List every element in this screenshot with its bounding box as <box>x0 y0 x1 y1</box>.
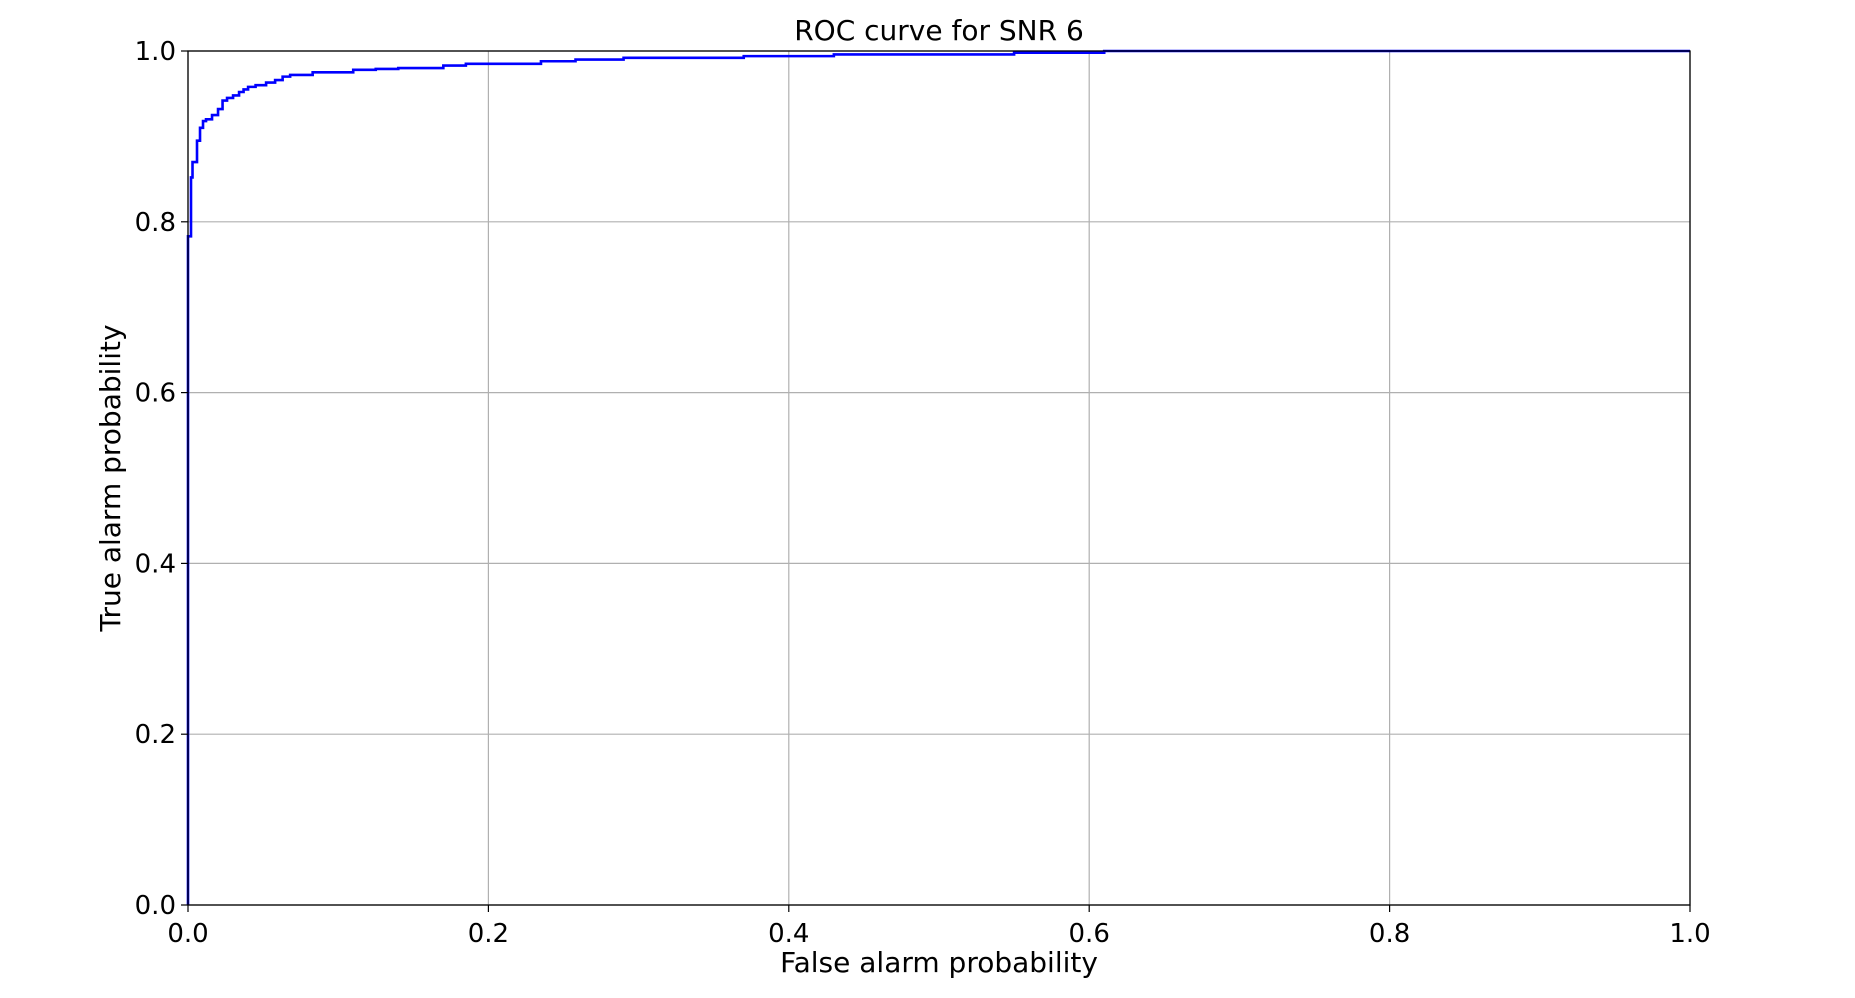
y-tick-label: 0.4 <box>135 549 176 579</box>
y-tick-label: 0.8 <box>135 208 176 238</box>
chart-title: ROC curve for SNR 6 <box>794 14 1084 47</box>
x-axis-label: False alarm probability <box>780 946 1098 979</box>
x-tick-label: 0.6 <box>1069 919 1110 949</box>
x-tick-label: 1.0 <box>1669 919 1710 949</box>
y-tick-label: 0.2 <box>135 720 176 750</box>
y-tick-label: 0.6 <box>135 379 176 409</box>
x-tick-label: 0.4 <box>768 919 809 949</box>
grid-layer <box>187 50 1691 906</box>
roc-curve-line <box>186 49 1690 905</box>
tick-layer: 0.0 0.2 0.4 0.6 0.8 1.0 0.0 0.2 0.4 0.6 0.8 1.0 <box>135 37 1711 949</box>
x-tick-label: 0.2 <box>468 919 509 949</box>
y-tick-label: 1.0 <box>135 37 176 67</box>
series-layer <box>186 49 1690 905</box>
x-tick-label: 0.0 <box>167 919 208 949</box>
y-tick-label: 0.0 <box>135 891 176 921</box>
plot-frame <box>187 50 1691 906</box>
y-axis-label: True alarm probability <box>94 324 127 632</box>
x-tick-label: 0.8 <box>1369 919 1410 949</box>
